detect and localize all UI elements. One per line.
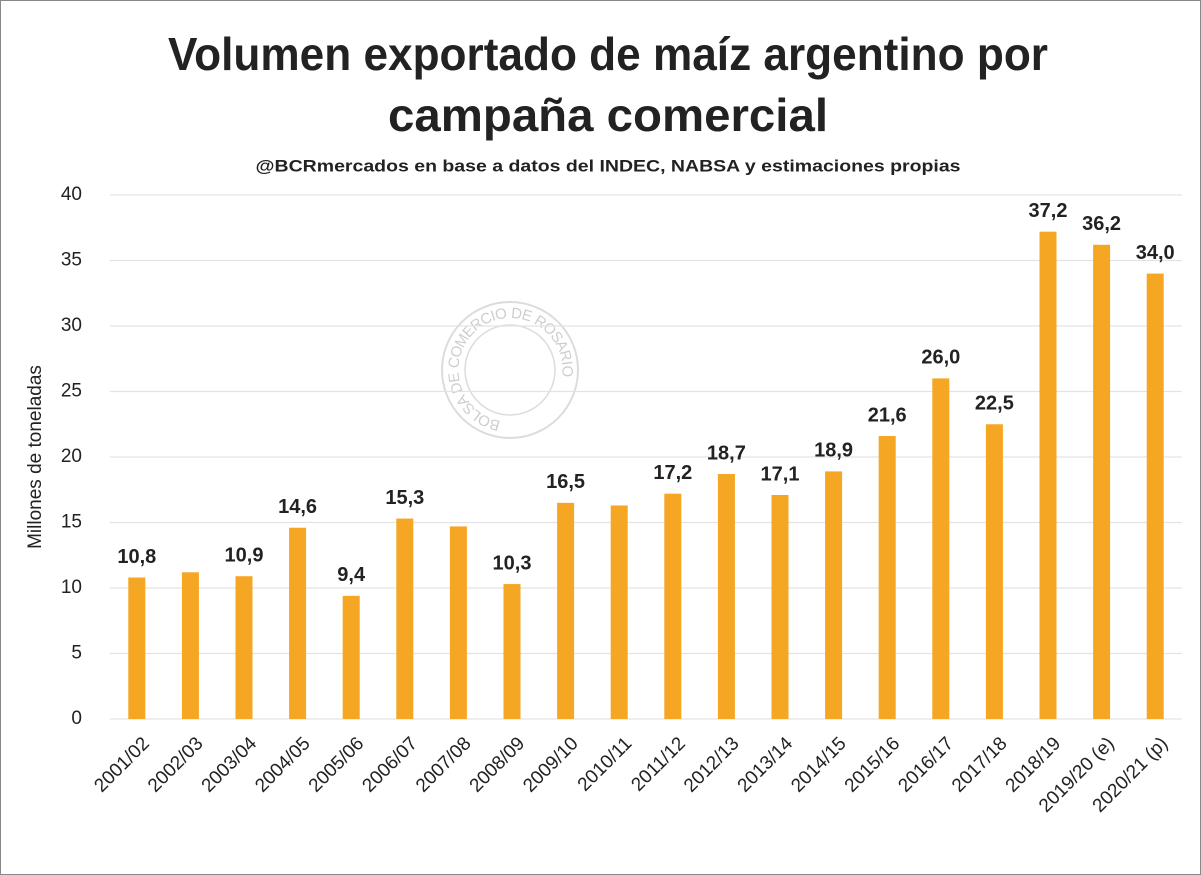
data-label: 21,6	[868, 404, 907, 426]
data-label: 16,5	[546, 471, 585, 493]
watermark-ring	[464, 324, 556, 416]
bar	[932, 378, 950, 719]
bar	[503, 584, 521, 719]
bar	[181, 572, 199, 719]
bar	[449, 526, 467, 719]
chart-subtitle: @BCRmercados en base a datos del INDEC, …	[256, 156, 961, 175]
y-tick-label: 0	[71, 708, 82, 729]
bar	[985, 424, 1003, 719]
bar	[664, 493, 682, 719]
data-label: 15,3	[385, 487, 424, 509]
data-label: 10,9	[225, 544, 264, 566]
y-tick-label: 5	[71, 643, 82, 664]
bar	[771, 494, 789, 719]
bar	[342, 595, 360, 719]
data-label: 18,7	[707, 442, 746, 464]
bar	[396, 518, 414, 719]
bar	[128, 577, 146, 719]
y-tick-label: 10	[61, 577, 82, 598]
chart-title: campaña comercial	[388, 89, 828, 141]
bar	[717, 474, 735, 719]
y-tick-label: 30	[61, 315, 82, 336]
y-tick-label: 20	[61, 446, 82, 467]
data-label: 10,8	[117, 546, 156, 568]
chart-title: Volumen exportado de maíz argentino por	[168, 28, 1048, 80]
bar	[1146, 273, 1164, 719]
data-label: 36,2	[1082, 213, 1121, 235]
data-label: 17,2	[653, 462, 692, 484]
bar	[235, 576, 253, 719]
data-label: 17,1	[761, 463, 800, 485]
data-label: 18,9	[814, 440, 853, 462]
bar	[557, 502, 575, 719]
bar	[1039, 231, 1057, 719]
data-label: 26,0	[921, 347, 960, 369]
data-label: 22,5	[975, 393, 1014, 415]
bar	[1093, 244, 1111, 719]
data-label: 37,2	[1029, 200, 1068, 222]
watermark-ring	[441, 301, 579, 439]
data-label: 34,0	[1136, 242, 1175, 264]
y-tick-label: 15	[61, 512, 82, 533]
data-label: 14,6	[278, 496, 317, 518]
y-tick-label: 40	[61, 184, 82, 205]
bar	[878, 436, 896, 719]
data-label: 10,3	[493, 552, 532, 574]
y-axis-label: Millones de toneladas	[25, 365, 46, 549]
y-tick-label: 25	[61, 381, 82, 402]
data-label: 9,4	[337, 564, 366, 586]
bar	[610, 505, 628, 719]
bar	[825, 471, 843, 719]
y-tick-label: 35	[61, 250, 82, 271]
bar	[289, 527, 307, 719]
